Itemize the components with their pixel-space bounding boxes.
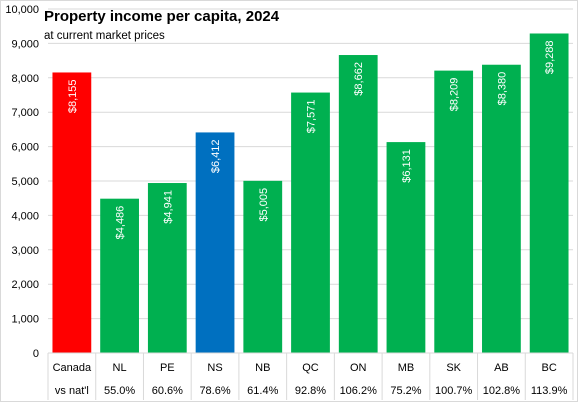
value-label: $8,662 [353,62,365,96]
y-tick-label: 5,000 [11,176,39,188]
bar-bc [529,33,569,354]
value-label: $4,486 [115,206,127,240]
vs-national-label: 92.8% [295,385,326,397]
vs-national-label: 55.0% [104,385,135,397]
chart-subtitle: at current market prices [44,30,165,42]
bar-qc [291,92,330,353]
chart-title: Property income per capita, 2024 [44,8,280,25]
y-tick-label: 7,000 [11,107,39,119]
vs-national-label: 75.2% [390,385,421,397]
y-tick-label: 10,000 [5,4,39,16]
vs-national-label: 102.8% [483,385,521,397]
y-tick-label: 6,000 [11,142,39,154]
bar-pe [147,183,187,353]
x-tick-label: NL [113,362,127,374]
value-label: $8,209 [449,78,461,112]
vs-national-label: 106.2% [340,385,378,397]
y-tick-label: 3,000 [11,245,39,257]
y-tick-label: 8,000 [11,73,39,85]
x-tick-label: MB [398,362,415,374]
value-label: $6,412 [210,139,222,173]
bar-ab [482,64,521,353]
x-tick-label: Canada [53,362,92,374]
x-tick-label: QC [302,362,319,374]
y-tick-label: 2,000 [11,279,39,291]
value-label: $9,288 [544,40,556,74]
y-tick-label: 0 [33,348,39,360]
value-label: $5,005 [258,188,270,222]
bar-nb [243,180,283,353]
vs-national-label: 100.7% [435,385,473,397]
bar-ns [195,132,235,353]
bar-mb [386,142,426,353]
bar-sk [434,70,474,353]
bar-on [338,55,378,354]
bar-canada [52,72,92,353]
vs-national-label: 61.4% [247,385,278,397]
x-tick-label: SK [446,362,461,374]
x-tick-label: NB [255,362,270,374]
x-tick-label: NS [207,362,222,374]
x-tick-label: PE [160,362,175,374]
row2-header-label: vs nat'l [55,385,89,397]
value-label: $6,131 [401,149,413,183]
vs-national-label: 113.9% [531,385,568,397]
value-label: $7,571 [306,100,318,134]
x-tick-label: ON [350,362,367,374]
value-label: $4,941 [162,190,174,224]
y-tick-label: 4,000 [11,210,39,222]
x-tick-label: AB [494,362,509,374]
bar-nl [100,198,139,353]
y-tick-label: 1,000 [11,314,39,326]
vs-national-label: 78.6% [199,385,230,397]
value-label: $8,155 [67,79,79,113]
x-tick-label: BC [541,362,556,374]
y-tick-label: 9,000 [11,38,39,50]
value-label: $8,380 [496,72,508,106]
vs-national-label: 60.6% [152,385,183,397]
